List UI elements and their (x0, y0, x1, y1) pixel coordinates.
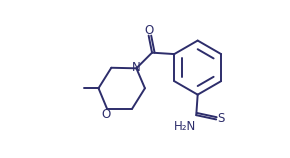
Text: N: N (132, 61, 141, 74)
Text: S: S (217, 112, 224, 125)
Text: O: O (102, 108, 111, 121)
Text: O: O (144, 24, 153, 37)
Text: H₂N: H₂N (174, 120, 197, 133)
